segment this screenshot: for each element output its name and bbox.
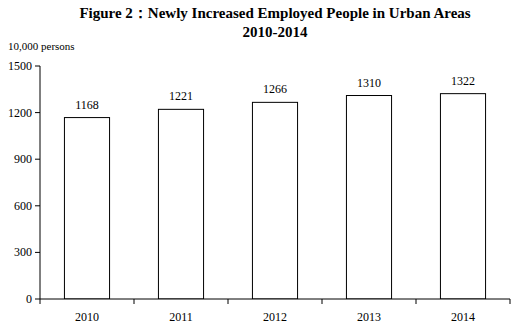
x-tick-label: 2013: [357, 310, 381, 324]
category-divider-tick: [228, 299, 229, 304]
x-tick-label: 2010: [75, 310, 99, 324]
category-divider-tick: [416, 299, 417, 304]
y-tick: [35, 299, 40, 300]
y-tick-label: 1200: [8, 106, 32, 120]
bar: [64, 118, 109, 299]
y-tick-label: 900: [14, 152, 32, 166]
y-axis-label: 10,000 persons: [8, 40, 75, 52]
bar: [158, 109, 203, 299]
y-tick-label: 1500: [8, 59, 32, 73]
data-label: 1266: [263, 82, 287, 96]
y-tick-label: 600: [14, 199, 32, 213]
chart-subtitle: 2010-2014: [243, 24, 308, 40]
data-label: 1310: [357, 76, 381, 90]
chart-container: Figure 2：Newly Increased Employed People…: [0, 0, 530, 333]
x-axis-line: [40, 299, 510, 300]
y-tick-label: 0: [26, 292, 32, 306]
bars: [64, 94, 485, 299]
category-divider-tick: [40, 299, 41, 304]
y-tick: [35, 112, 40, 113]
y-tick: [35, 159, 40, 160]
data-label: 1221: [169, 89, 193, 103]
data-label: 1168: [75, 98, 99, 112]
chart-title: Figure 2：Newly Increased Employed People…: [79, 5, 470, 21]
y-tick-label: 300: [14, 245, 32, 259]
x-tick-label: 2014: [451, 310, 475, 324]
category-divider-tick: [510, 299, 511, 304]
y-tick: [35, 252, 40, 253]
bar: [252, 102, 297, 299]
chart-svg: Figure 2：Newly Increased Employed People…: [0, 0, 530, 333]
bar: [346, 96, 391, 299]
bar: [440, 94, 485, 299]
y-axis-line: [40, 66, 41, 299]
y-tick: [35, 66, 40, 67]
category-divider-tick: [134, 299, 135, 304]
y-tick: [35, 205, 40, 206]
data-label: 1322: [451, 74, 475, 88]
category-divider-tick: [322, 299, 323, 304]
x-tick-label: 2011: [169, 310, 193, 324]
x-tick-label: 2012: [263, 310, 287, 324]
